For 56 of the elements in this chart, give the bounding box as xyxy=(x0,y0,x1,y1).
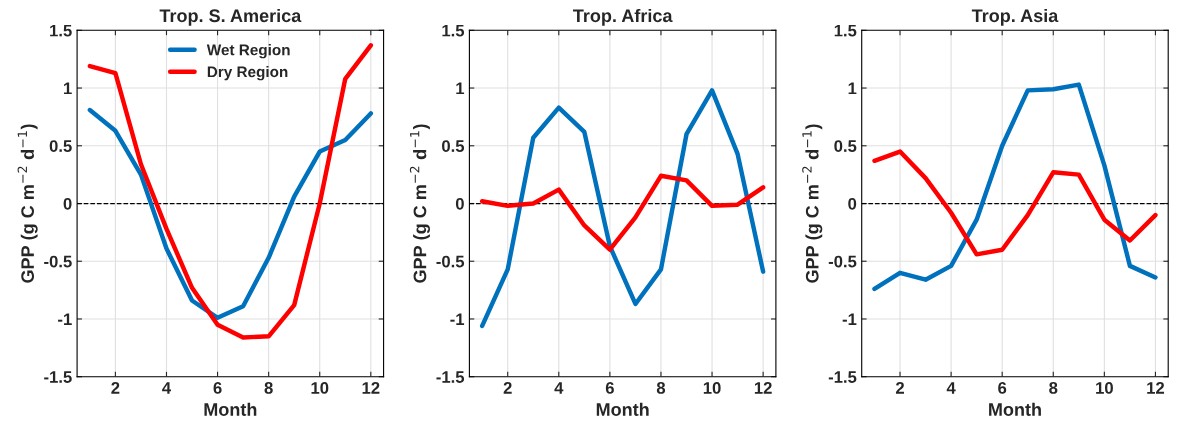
y-tick-label: 0 xyxy=(63,197,72,210)
line-series xyxy=(479,88,766,329)
x-tick-label: 10 xyxy=(703,382,721,394)
line-series xyxy=(872,149,1158,257)
y-tick-label: 1 xyxy=(456,82,465,95)
x-axis-title: Month xyxy=(204,402,257,416)
y-tick-label: 1.5 xyxy=(834,24,857,37)
y-tick-label: -1.5 xyxy=(44,371,72,383)
y-tick-label: 1.5 xyxy=(442,24,465,37)
x-tick-label: 10 xyxy=(311,382,329,394)
x-tick-label: 12 xyxy=(1147,382,1165,394)
x-tick-label: 6 xyxy=(213,382,222,394)
y-tick-label: -1 xyxy=(842,313,857,326)
y-axis-title: GPP (g C m$^{−2}$ d$^{−1}$) xyxy=(17,124,38,283)
x-axis-title: Month xyxy=(989,402,1041,416)
y-tick-label: 1 xyxy=(64,82,72,95)
x-tick-label: 12 xyxy=(754,382,772,394)
y-tick-label: 0.5 xyxy=(834,140,857,152)
y-tick-label: -0.5 xyxy=(828,255,857,268)
chart-title: Trop. Africa xyxy=(573,8,673,26)
chart-title: Trop. Asia xyxy=(971,8,1059,26)
legend-label: Wet Region xyxy=(206,44,290,59)
x-tick-label: 8 xyxy=(656,382,666,394)
y-tick-label: 0 xyxy=(455,197,464,210)
y-tick-label: -1.5 xyxy=(828,371,857,383)
line-series xyxy=(87,43,374,340)
x-tick-label: 4 xyxy=(162,382,172,394)
y-tick-label: 1 xyxy=(848,82,857,95)
y-tick-label: -0.5 xyxy=(436,255,465,268)
line-series xyxy=(479,173,766,252)
x-tick-label: 8 xyxy=(1049,382,1058,394)
y-axis-title: GPP (g C m$^{−2}$ d$^{−1}$) xyxy=(409,124,430,283)
x-tick-label: 6 xyxy=(605,382,614,394)
y-tick-label: 0.5 xyxy=(49,140,72,152)
y-tick-label: -0.5 xyxy=(44,255,72,268)
x-tick-label: 12 xyxy=(362,382,380,394)
y-tick-label: 0 xyxy=(848,197,857,210)
y-tick-label: -1 xyxy=(450,313,465,326)
x-tick-label: 4 xyxy=(554,382,564,394)
y-tick-label: 0.5 xyxy=(442,140,465,152)
y-axis-title: GPP (g C m$^{−2}$ d$^{−1}$) xyxy=(802,124,823,283)
y-tick-label: -1 xyxy=(58,313,72,326)
line-series xyxy=(872,82,1158,292)
line-series xyxy=(87,107,374,321)
x-tick-label: 6 xyxy=(998,382,1007,394)
x-tick-label: 2 xyxy=(895,382,904,394)
x-tick-label: 8 xyxy=(264,382,273,394)
chart-title: Trop. S. America xyxy=(159,8,302,26)
x-tick-label: 2 xyxy=(111,382,120,394)
legend-label: Dry Region xyxy=(207,66,288,81)
x-tick-label: 2 xyxy=(503,382,512,394)
x-tick-label: 10 xyxy=(1096,382,1113,394)
x-tick-label: 4 xyxy=(946,382,956,394)
y-tick-label: -1.5 xyxy=(436,371,465,383)
y-tick-label: 1.5 xyxy=(50,24,72,37)
x-axis-title: Month xyxy=(596,402,649,416)
